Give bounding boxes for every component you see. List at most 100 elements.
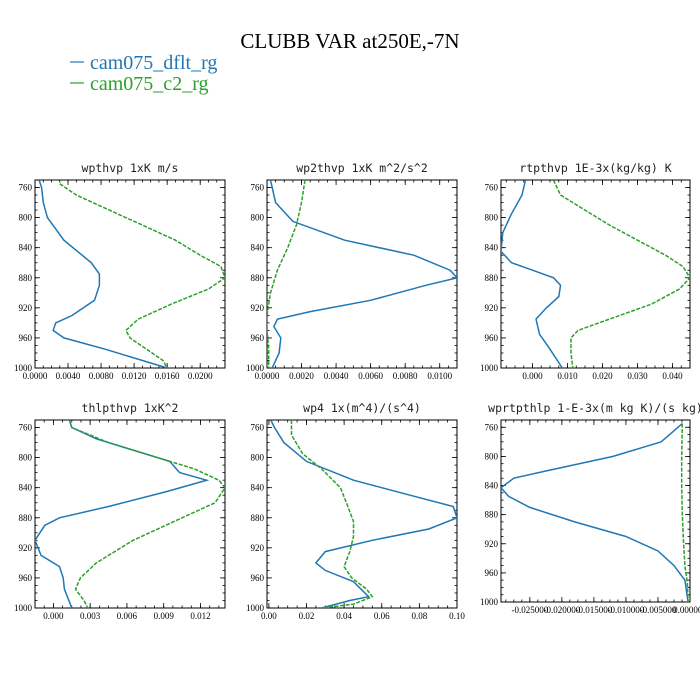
series-cam075_c2_rg: [59, 183, 225, 368]
series-cam075_dflt_rg: [270, 420, 457, 608]
x-tick-label: 0.0000: [255, 371, 280, 381]
panel-4: thlpthvp 1xK^2 760 800 840 880 920 960 1000 0.00…: [14, 401, 226, 621]
y-tick-label: 800: [485, 213, 499, 223]
x-tick-label: 0.0060: [358, 371, 383, 381]
y-tick-label: 960: [251, 573, 265, 583]
x-tick-label: 0.02: [299, 611, 315, 621]
x-tick-label: 0.0080: [89, 371, 114, 381]
panel-frame: [266, 179, 458, 369]
y-tick-label: 960: [251, 333, 265, 343]
x-tick-label: 0.0000: [23, 371, 48, 381]
y-tick-label: 840: [485, 243, 499, 253]
panel-2: wp2thvp 1xK m^2/s^2 760 800 840 880 920 960 100…: [246, 161, 458, 381]
x-tick-label: 0.0040: [324, 371, 349, 381]
x-tick-label: -0.005000: [640, 605, 677, 615]
legend: cam075_dflt_rg cam075_c2_rg: [70, 52, 217, 95]
y-tick-label: 840: [251, 243, 265, 253]
y-tick-label: 920: [485, 303, 499, 313]
panel-title: wp4 1x(m^4)/(s^4): [303, 401, 421, 415]
y-tick-label: 840: [485, 481, 499, 491]
series-cam075_dflt_rg: [501, 423, 689, 602]
panel-title: rtpthvp 1E-3x(kg/kg) K: [519, 161, 671, 175]
series-cam075_c2_rg: [290, 420, 374, 608]
y-tick-label: 1000: [246, 603, 265, 613]
y-tick-label: 760: [19, 183, 33, 193]
panel-title: thlpthvp 1xK^2: [82, 401, 179, 415]
legend-label-2: cam075_c2_rg: [90, 73, 209, 95]
y-tick-label: 840: [251, 483, 265, 493]
panel-frame: [34, 419, 226, 609]
panel-5: wp4 1x(m^4)/(s^4)76080084088092096010000…: [246, 401, 465, 621]
y-tick-label: 840: [19, 243, 33, 253]
x-tick-label: 0.012: [190, 611, 210, 621]
x-tick-label: 0.0040: [56, 371, 81, 381]
x-tick-label: 0.020: [592, 371, 613, 381]
x-tick-label: -0.025000: [511, 605, 548, 615]
y-tick-label: 960: [485, 333, 499, 343]
y-tick-label: 800: [19, 213, 33, 223]
y-tick-label: 1000: [246, 363, 265, 373]
y-tick-label: 920: [251, 303, 265, 313]
x-tick-label: 0.08: [412, 611, 428, 621]
panel-3: rtpthvp 1E-3x(kg/kg) K 760 800 840 880 920 960…: [480, 161, 691, 381]
y-tick-label: 760: [19, 423, 33, 433]
panel-frame: [266, 419, 458, 609]
series-cam075_c2_rg: [267, 180, 306, 368]
panel-title: wp2thvp 1xK m^2/s^2: [296, 161, 428, 175]
y-tick-label: 760: [251, 183, 265, 193]
panel-6: wprtpthlp 1-E-3x(m kg K)/(s kg) 760 800 840…: [480, 401, 700, 615]
x-tick-label: 0.0020: [289, 371, 314, 381]
panel-frame: [500, 179, 691, 369]
x-tick-label: 0.009: [154, 611, 175, 621]
y-tick-label: 960: [19, 333, 33, 343]
x-tick-label: 0.0120: [122, 371, 147, 381]
y-tick-label: 800: [251, 453, 265, 463]
panel-frame: [34, 179, 226, 369]
series-cam075_c2_rg: [552, 180, 690, 368]
y-tick-label: 920: [251, 543, 265, 553]
x-tick-label: 0.000: [43, 611, 64, 621]
x-tick-label: -0.020000: [543, 605, 580, 615]
y-tick-label: 800: [19, 453, 33, 463]
y-tick-label: 760: [485, 422, 499, 432]
x-tick-label: 0.0080: [393, 371, 418, 381]
x-tick-label: 0.0200: [188, 371, 213, 381]
y-tick-label: 880: [251, 513, 265, 523]
x-tick-label: 0.030: [627, 371, 648, 381]
x-tick-label: 0.06: [374, 611, 390, 621]
y-tick-label: 880: [485, 510, 499, 520]
x-tick-label: -0.015000: [576, 605, 613, 615]
panel-title: wprtpthlp 1-E-3x(m kg K)/(s kg): [488, 401, 700, 415]
series-cam075_dflt_rg: [501, 180, 563, 368]
y-tick-label: 880: [485, 273, 499, 283]
x-tick-label: 0.003: [80, 611, 101, 621]
y-tick-label: 760: [485, 183, 499, 193]
x-tick-label: 0.04: [336, 611, 352, 621]
legend-label-1: cam075_dflt_rg: [90, 52, 217, 74]
y-tick-label: 760: [251, 423, 265, 433]
y-tick-label: 800: [485, 451, 499, 461]
y-tick-label: 1000: [14, 603, 33, 613]
figure-title: CLUBB VAR at250E,-7N: [240, 29, 459, 53]
x-tick-label: -0.010000: [608, 605, 645, 615]
y-tick-label: 880: [19, 513, 33, 523]
y-tick-label: 960: [19, 573, 33, 583]
series-cam075_c2_rg: [680, 423, 689, 602]
panel-frame: [500, 419, 691, 603]
panel-title: wpthvp 1xK m/s: [82, 161, 179, 175]
panels: wpthvp 1xK m/s76080084088092096010000.00…: [14, 161, 700, 621]
x-tick-label: 0.010: [557, 371, 578, 381]
y-tick-label: 1000: [480, 597, 499, 607]
x-tick-label: 0.0100: [427, 371, 452, 381]
y-tick-label: 920: [19, 543, 33, 553]
x-tick-label: 0.000000: [673, 605, 700, 615]
y-tick-label: 880: [19, 273, 33, 283]
x-tick-label: 0.0160: [155, 371, 180, 381]
series-cam075_dflt_rg: [38, 180, 168, 368]
x-tick-label: 0.006: [117, 611, 138, 621]
series-cam075_c2_rg: [68, 420, 225, 608]
x-tick-label: 0.00: [261, 611, 277, 621]
y-tick-label: 880: [251, 273, 265, 283]
y-tick-label: 920: [19, 303, 33, 313]
